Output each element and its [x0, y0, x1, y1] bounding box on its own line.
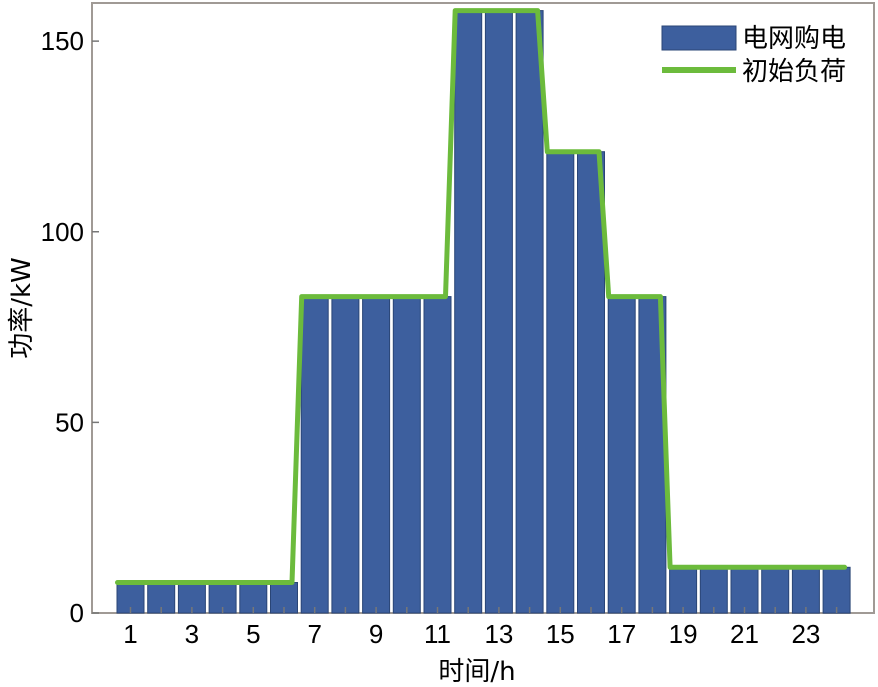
legend-swatch-bar	[661, 25, 737, 51]
y-tick-label-100: 100	[41, 217, 84, 247]
legend-label-bar: 电网购电	[742, 24, 846, 54]
bar-hour-21	[730, 566, 759, 614]
x-axis-title: 时间/h	[438, 657, 515, 687]
x-tick-label-17: 17	[607, 619, 636, 649]
bar-hour-7	[300, 296, 329, 614]
x-tick-label-5: 5	[246, 619, 260, 649]
x-axis: 1 3 5 7 9 11 13 15 17 19 21 23	[123, 607, 838, 649]
x-tick-label-19: 19	[669, 619, 698, 649]
bar-hour-9	[362, 296, 391, 614]
bar-hour-16	[577, 151, 605, 614]
bar-hour-15	[546, 151, 575, 614]
bar-hour-8	[331, 296, 360, 614]
y-tick-label-0: 0	[70, 598, 84, 628]
bar-hour-20	[699, 566, 728, 614]
x-tick-label-9: 9	[369, 619, 383, 649]
x-tick-label-15: 15	[546, 619, 575, 649]
bar-hour-22	[761, 566, 790, 614]
y-axis: 0 50 100 150	[41, 26, 99, 628]
bar-hour-19	[669, 566, 698, 614]
x-tick-label-23: 23	[791, 619, 820, 649]
bar-hour-12	[454, 10, 483, 614]
bar-series	[116, 10, 851, 614]
x-tick-label-1: 1	[123, 619, 137, 649]
x-tick-label-11: 11	[424, 619, 451, 649]
x-tick-label-21: 21	[730, 619, 759, 649]
x-tick-label-3: 3	[185, 619, 199, 649]
plot-frame	[91, 2, 875, 614]
y-tick-label-50: 50	[55, 407, 84, 437]
bar-hour-24	[822, 566, 851, 614]
bar-hour-13	[484, 10, 513, 614]
line-series	[115, 8, 848, 585]
y-axis-title: 功率/kW	[7, 257, 37, 359]
bar-hour-11	[423, 296, 452, 614]
bar-hour-23	[791, 566, 820, 614]
bar-hour-10	[392, 296, 421, 614]
y-tick-label-150: 150	[41, 26, 84, 56]
bar-hour-17	[607, 296, 636, 614]
x-tick-label-13: 13	[484, 619, 513, 649]
line-initial-load	[115, 8, 848, 585]
bar-hour-14	[515, 10, 544, 614]
legend: 电网购电 初始负荷	[661, 24, 846, 87]
x-tick-label-7: 7	[307, 619, 321, 649]
legend-label-line: 初始负荷	[742, 57, 846, 87]
